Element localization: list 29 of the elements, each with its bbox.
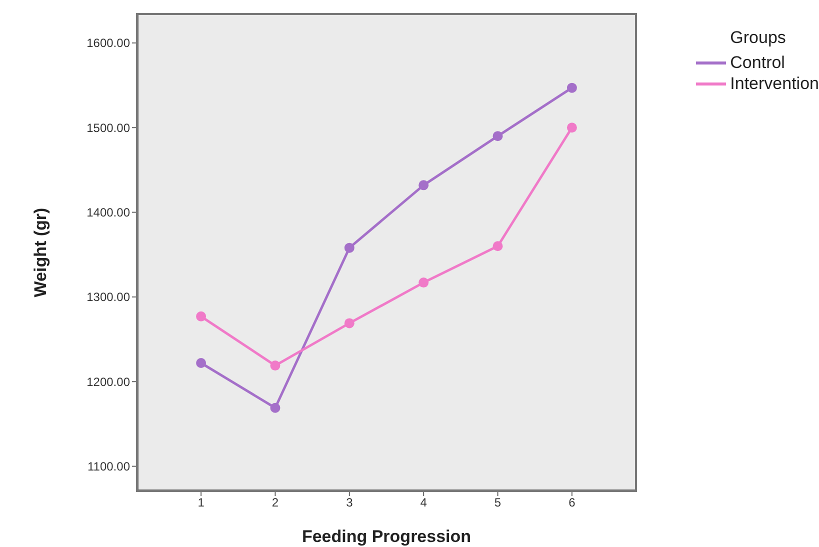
y-tick-label: 1500.00 xyxy=(86,120,130,135)
x-tick-label: 3 xyxy=(346,496,354,510)
legend-label: Intervention xyxy=(730,74,819,94)
legend-label: Control xyxy=(730,52,785,72)
y-tick-label: 1100.00 xyxy=(88,460,130,474)
y-axis-title: Weight (gr) xyxy=(31,208,50,298)
x-tick-label: 4 xyxy=(420,496,428,510)
point xyxy=(344,242,354,253)
x-tick-label: 6 xyxy=(568,496,576,510)
point xyxy=(196,358,206,368)
point xyxy=(566,122,577,133)
legend-title: Groups xyxy=(729,28,787,48)
x-tick-label: 1 xyxy=(198,496,205,510)
point xyxy=(492,131,503,142)
x-axis-title: Feeding Progression xyxy=(302,527,472,546)
point xyxy=(418,278,429,288)
point xyxy=(196,311,206,322)
point xyxy=(344,318,354,328)
y-tick-label: 1200.00 xyxy=(86,374,130,389)
point xyxy=(270,402,280,413)
x-tick-label: 2 xyxy=(272,496,279,510)
y-tick-label: 1400.00 xyxy=(86,206,130,220)
point xyxy=(270,360,280,371)
point xyxy=(418,180,429,190)
point xyxy=(492,241,503,252)
point xyxy=(566,82,577,93)
x-tick-label: 5 xyxy=(494,496,502,510)
y-tick-label: 1300.00 xyxy=(86,290,130,304)
y-tick-label: 1600.00 xyxy=(86,36,130,50)
